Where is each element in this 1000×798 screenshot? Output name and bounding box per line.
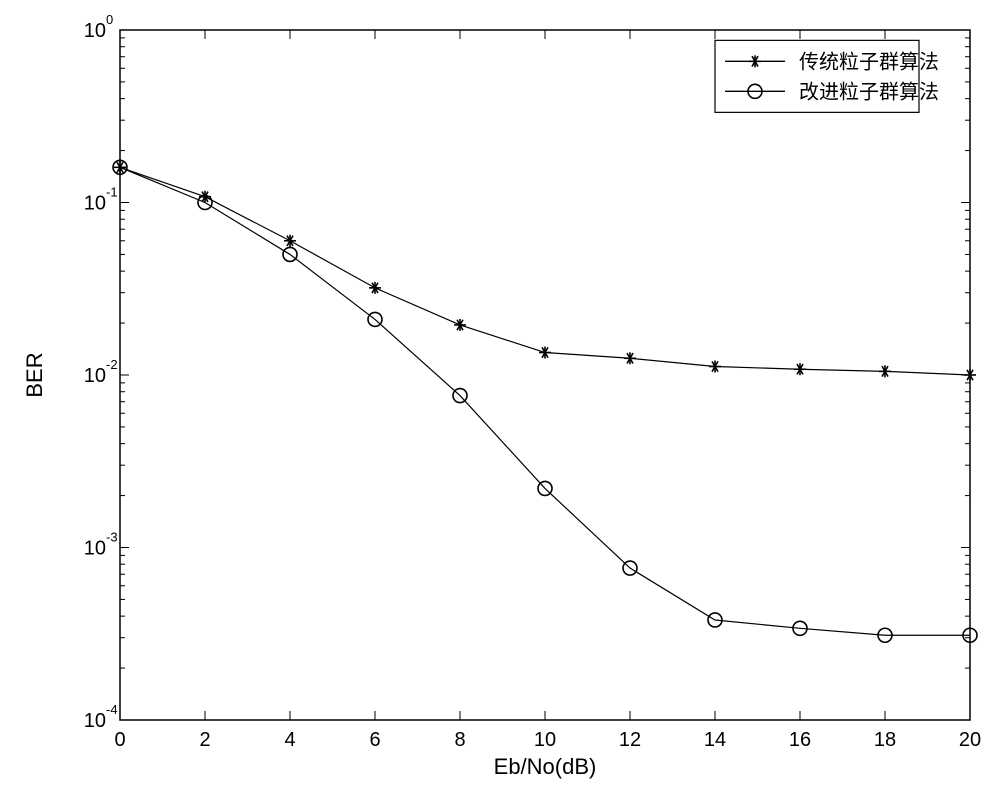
- x-tick-label: 10: [534, 729, 556, 751]
- chart-svg: 10-410-310-210-110002468101214161820Eb/N…: [0, 0, 1000, 798]
- x-tick-label: 8: [454, 729, 465, 751]
- ber-chart: 10-410-310-210-110002468101214161820Eb/N…: [0, 0, 1000, 798]
- legend-label: 改进粒子群算法: [799, 80, 939, 103]
- x-tick-label: 12: [619, 729, 641, 751]
- x-tick-label: 20: [959, 729, 981, 751]
- y-axis-label: BER: [22, 352, 47, 397]
- y-tick-label: 10: [84, 20, 106, 42]
- y-tick-sup: -4: [106, 702, 118, 717]
- series-traditional-PSO: [114, 161, 976, 381]
- x-tick-label: 18: [874, 729, 896, 751]
- y-tick-sup: -2: [106, 357, 118, 372]
- y-tick-label: 10: [84, 193, 106, 215]
- legend: 传统粒子群算法改进粒子群算法: [715, 40, 939, 112]
- series-improved-PSO: [113, 160, 977, 642]
- x-tick-label: 16: [789, 729, 811, 751]
- x-tick-label: 6: [369, 729, 380, 751]
- y-tick-sup: 0: [106, 12, 113, 27]
- y-tick-label: 10: [84, 365, 106, 387]
- legend-label: 传统粒子群算法: [799, 50, 939, 73]
- y-tick-sup: -3: [106, 530, 118, 545]
- x-tick-label: 4: [284, 729, 295, 751]
- x-tick-label: 2: [199, 729, 210, 751]
- x-axis-label: Eb/No(dB): [494, 754, 597, 779]
- x-tick-label: 0: [114, 729, 125, 751]
- x-tick-label: 14: [704, 729, 726, 751]
- y-tick-sup: -1: [106, 185, 118, 200]
- y-tick-label: 10: [84, 538, 106, 560]
- y-tick-label: 10: [84, 710, 106, 732]
